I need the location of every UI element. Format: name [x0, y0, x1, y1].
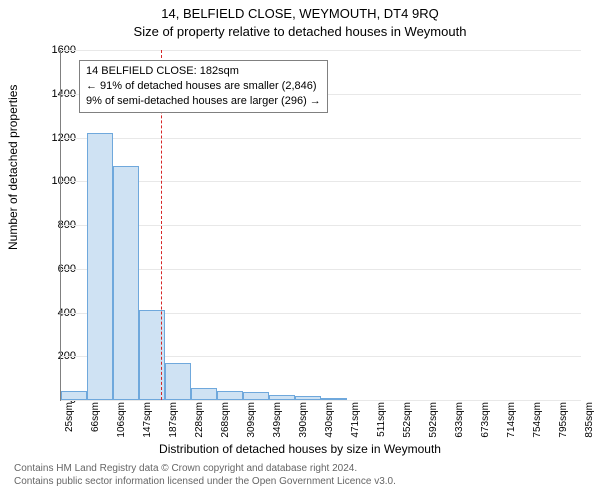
x-tick-label: 66sqm — [90, 402, 101, 446]
gridline — [61, 269, 581, 270]
annotation-line-1: 14 BELFIELD CLOSE: 182sqm — [86, 64, 321, 79]
histogram-bar — [269, 395, 295, 400]
x-tick-label: 187sqm — [168, 402, 179, 446]
x-tick-label: 106sqm — [116, 402, 127, 446]
credits: Contains HM Land Registry data © Crown c… — [14, 462, 396, 488]
histogram-bar — [113, 166, 139, 400]
gridline — [61, 138, 581, 139]
histogram-bar — [165, 363, 191, 400]
x-tick-label: 511sqm — [376, 402, 387, 446]
chart-container: 14, BELFIELD CLOSE, WEYMOUTH, DT4 9RQ Si… — [0, 0, 600, 500]
x-tick-label: 552sqm — [402, 402, 413, 446]
x-tick-label: 714sqm — [506, 402, 517, 446]
x-axis-label: Distribution of detached houses by size … — [0, 442, 600, 456]
histogram-bar — [61, 391, 87, 400]
x-tick-label: 673sqm — [480, 402, 491, 446]
chart-subtitle: Size of property relative to detached ho… — [0, 24, 600, 39]
plot-area: 14 BELFIELD CLOSE: 182sqm ← 91% of detac… — [60, 50, 581, 401]
histogram-bar — [295, 396, 321, 400]
gridline — [61, 50, 581, 51]
credit-line-2: Contains public sector information licen… — [14, 475, 396, 488]
histogram-bar — [321, 398, 347, 400]
x-tick-label: 349sqm — [272, 402, 283, 446]
gridline — [61, 225, 581, 226]
credit-line-1: Contains HM Land Registry data © Crown c… — [14, 462, 396, 475]
x-tick-label: 754sqm — [532, 402, 543, 446]
gridline — [61, 400, 581, 401]
x-tick-label: 25sqm — [64, 402, 75, 446]
x-tick-label: 268sqm — [220, 402, 231, 446]
x-tick-label: 309sqm — [246, 402, 257, 446]
histogram-bar — [87, 133, 113, 400]
histogram-bar — [217, 391, 243, 400]
x-tick-label: 835sqm — [584, 402, 595, 446]
x-tick-label: 430sqm — [324, 402, 335, 446]
x-tick-label: 228sqm — [194, 402, 205, 446]
annotation-line-3: 9% of semi-detached houses are larger (2… — [86, 94, 321, 109]
x-tick-label: 633sqm — [454, 402, 465, 446]
x-tick-label: 795sqm — [558, 402, 569, 446]
histogram-bar — [243, 392, 269, 400]
chart-title: 14, BELFIELD CLOSE, WEYMOUTH, DT4 9RQ — [0, 6, 600, 21]
x-tick-label: 592sqm — [428, 402, 439, 446]
annotation-box: 14 BELFIELD CLOSE: 182sqm ← 91% of detac… — [79, 60, 328, 113]
x-tick-label: 471sqm — [350, 402, 361, 446]
gridline — [61, 181, 581, 182]
x-tick-label: 390sqm — [298, 402, 309, 446]
x-tick-label: 147sqm — [142, 402, 153, 446]
histogram-bar — [191, 388, 217, 400]
y-axis-label: Number of detached properties — [6, 85, 20, 250]
annotation-line-2: ← 91% of detached houses are smaller (2,… — [86, 79, 321, 94]
